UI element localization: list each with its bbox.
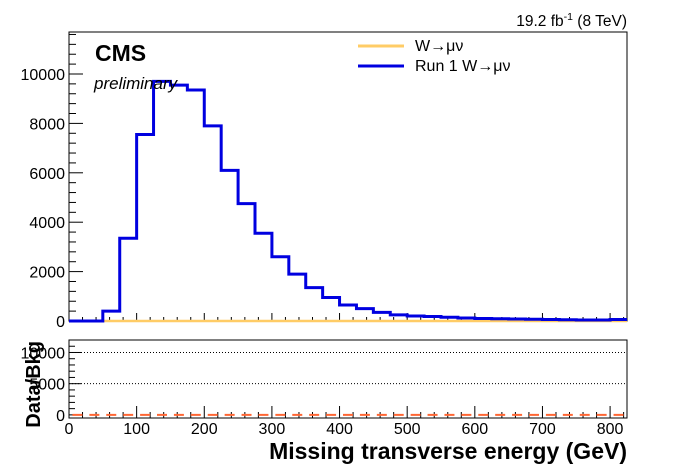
ratio-y-tick-labels: 0 5000 10000 [21,345,66,424]
x-axis-title: Missing transverse energy (GeV) [269,438,627,464]
x-tick-label: 100 [123,421,150,438]
x-tick-label: 400 [326,421,353,438]
ratio-frame [68,339,628,419]
x-tick-label: 800 [597,421,624,438]
x-tick-label: 600 [461,421,488,438]
legend-label-w-mu-nu: W→μν [415,38,463,55]
x-tick-label: 0 [65,421,74,438]
experiment-label: CMS [95,40,146,66]
ratio-y-tick-label: 10000 [21,345,66,362]
x-tick-label: 200 [191,421,218,438]
series-line-run1-w-mu-nu [69,79,627,323]
legend: W→μν Run 1 W→μν [358,38,510,75]
x-tick-labels: 0 100 200 300 400 500 600 700 800 [65,421,624,438]
ratio-gridlines [69,351,627,385]
status-label: preliminary [93,74,179,93]
main-y-tick-labels: 0 2000 4000 6000 8000 10000 [21,67,66,331]
y-tick-label: 0 [56,314,65,331]
y-tick-label: 4000 [29,215,65,232]
ratio-y-tick-label: 0 [56,408,65,425]
y-tick-label: 6000 [29,166,65,183]
ratio-axis-ticks [68,345,625,418]
y-tick-label: 10000 [21,67,66,84]
x-tick-label: 300 [259,421,286,438]
x-tick-label: 700 [529,421,556,438]
histogram-series [69,79,627,323]
legend-label-run1-w-mu-nu: Run 1 W→μν [415,58,510,75]
ratio-y-axis-title: Data/Bkg [23,341,45,428]
x-tick-label: 500 [394,421,421,438]
ratio-y-tick-label: 5000 [29,377,65,394]
lumi-label: 19.2 fb-1 (8 TeV) [516,11,627,30]
y-tick-label: 2000 [29,265,65,282]
y-tick-label: 8000 [29,116,65,133]
